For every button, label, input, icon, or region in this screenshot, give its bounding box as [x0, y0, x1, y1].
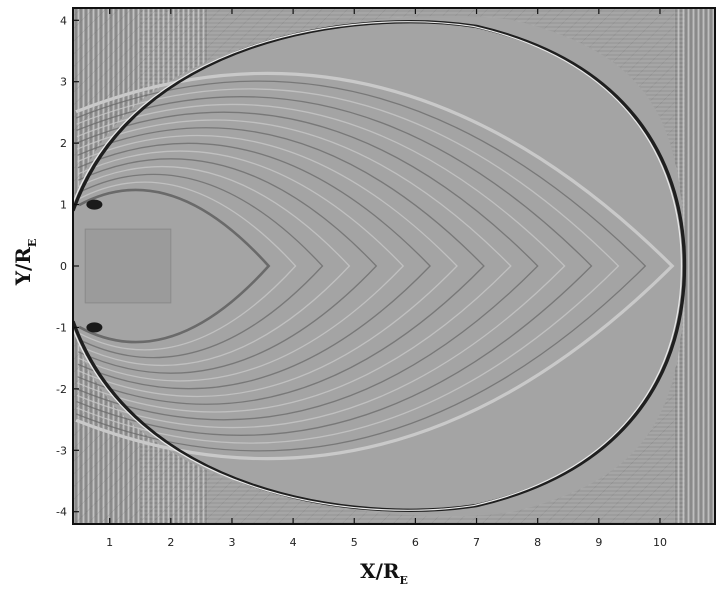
x-tick-label: 3	[228, 536, 235, 549]
y-tick-label: -1	[56, 321, 67, 334]
y-tick-label: 2	[60, 137, 67, 150]
wave-front	[78, 181, 297, 351]
x-tick-label: 7	[473, 536, 480, 549]
x-tick-label: 5	[351, 536, 358, 549]
obstacle-region	[84, 228, 172, 304]
y-axis-label-main: Y/R	[11, 247, 35, 287]
wave-front	[76, 111, 539, 421]
x-tick-label: 6	[412, 536, 419, 549]
flank-dark-spot	[86, 199, 103, 210]
y-axis-ticks: -4 -3 -2 -1 0 1 2 3 4	[56, 14, 79, 519]
x-tick-label: 2	[167, 536, 174, 549]
y-tick-label: -2	[56, 383, 67, 396]
wave-front	[77, 142, 431, 390]
magnetosheath-interior	[73, 15, 685, 517]
wave-front	[76, 103, 566, 429]
wave-front	[77, 134, 458, 398]
wave-front	[76, 96, 593, 436]
x-axis-label-subscript: E	[400, 574, 408, 587]
x-axis-label: X/RE	[360, 559, 408, 587]
y-tick-label: 3	[60, 76, 67, 89]
wave-front	[76, 80, 647, 452]
y-tick-label: -3	[56, 444, 67, 457]
plot-area	[73, 8, 715, 524]
flank-dark-spot	[86, 322, 103, 333]
wave-front	[78, 158, 378, 374]
wave-front	[75, 71, 675, 461]
wave-front	[78, 173, 324, 359]
y-tick-label: -4	[56, 506, 67, 519]
x-axis-ticks: 1 2 3 4 5 6 7 8 9 10	[106, 8, 667, 549]
y-axis-label-subscript: E	[26, 239, 39, 247]
wave-front	[76, 88, 620, 444]
outer-shock-light	[73, 21, 683, 511]
x-tick-label: 1	[106, 536, 113, 549]
x-tick-label: 10	[653, 536, 667, 549]
y-tick-label: 0	[60, 260, 67, 273]
wave-front	[77, 150, 405, 382]
x-axis-label-main: X/R	[360, 559, 400, 583]
wave-front	[78, 188, 271, 344]
x-tick-label: 9	[595, 536, 602, 549]
x-tick-label: 4	[290, 536, 297, 549]
y-axis-label: Y/RE	[11, 239, 39, 287]
x-tick-label: 8	[534, 536, 541, 549]
outer-shock-dark	[73, 20, 687, 512]
y-tick-label: 4	[60, 14, 67, 27]
wave-front	[77, 119, 512, 413]
y-tick-label: 1	[60, 199, 67, 212]
wave-front	[78, 165, 351, 367]
wave-front	[77, 127, 485, 405]
